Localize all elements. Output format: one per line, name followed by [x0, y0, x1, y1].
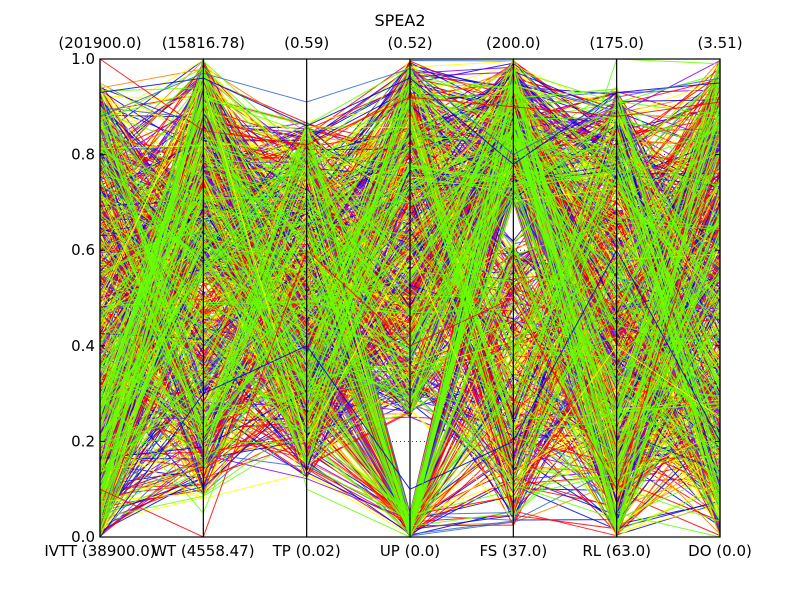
axis-bottom-label: IVTT (38900.0) [44, 542, 155, 560]
axis-top-label: (175.0) [589, 34, 644, 52]
axis-top-label: (201900.0) [58, 34, 141, 52]
axis-bottom-label: WT (4558.47) [152, 542, 255, 560]
chart-title: SPEA2 [374, 11, 425, 30]
y-tick-label: 0.8 [71, 146, 95, 164]
y-tick-label: 1.0 [71, 50, 95, 68]
axis-top-label: (0.59) [284, 34, 329, 52]
plot-frame [99, 58, 721, 538]
axis-bottom-label: DO (0.0) [688, 542, 752, 560]
axis-top-label: (15816.78) [162, 34, 245, 52]
axis-bottom-label: UP (0.0) [380, 542, 440, 560]
axis-top-label: (0.52) [387, 34, 432, 52]
y-tick-label: 0.6 [71, 241, 95, 259]
axis-top-label: (200.0) [486, 34, 541, 52]
axis-labels: (201900.0) IVTT (38900.0) (15816.78) WT (45… [44, 34, 751, 560]
axis-bottom-label: FS (37.0) [479, 542, 547, 560]
y-tick-label: 0.4 [71, 337, 95, 355]
y-ticks: 0.0 0.2 0.4 0.6 0.8 1.0 [71, 50, 720, 546]
y-tick-label: 0.2 [71, 432, 95, 450]
axis-bottom-label: RL (63.0) [582, 542, 651, 560]
axis-bottom-label: TP (0.02) [272, 542, 341, 560]
y-tick-label: 0.0 [71, 528, 95, 546]
axis-top-label: (3.51) [697, 34, 742, 52]
